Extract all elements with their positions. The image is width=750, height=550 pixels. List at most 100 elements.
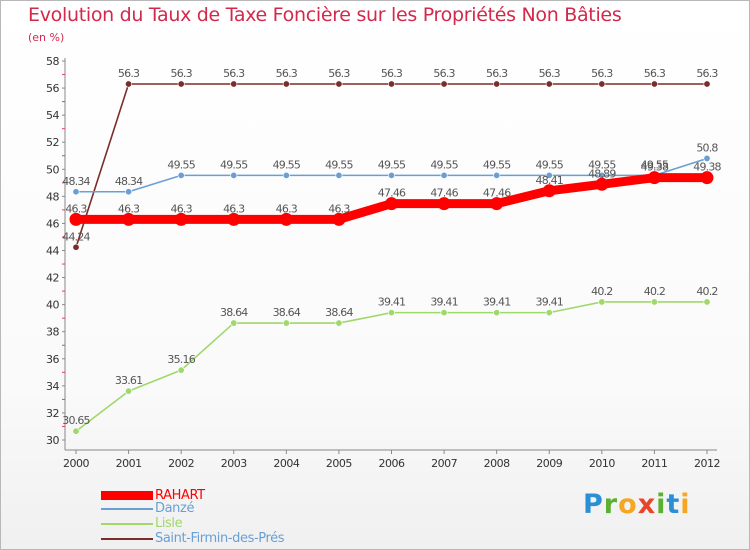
x-tick-label: 2000 (63, 457, 89, 470)
data-point-saint-firmin-des-pr-s (335, 80, 343, 88)
legend-swatch-rahart (101, 491, 153, 500)
data-label-danz-: 49.55 (536, 158, 564, 171)
data-point-saint-firmin-des-pr-s (230, 80, 238, 88)
x-tick-label: 2010 (589, 457, 615, 470)
y-tick-label: 40 (46, 299, 59, 312)
data-label-rahart: 49.38 (693, 161, 721, 174)
data-label-rahart: 46.3 (65, 202, 87, 215)
x-tick-label: 2006 (379, 457, 405, 470)
data-label-saint-firmin-des-pr-s: 56.3 (486, 67, 508, 80)
data-label-danz-: 50.8 (696, 141, 718, 154)
data-point-danz- (703, 154, 711, 162)
data-point-danz- (440, 171, 448, 179)
data-point-rahart (279, 212, 293, 226)
chart-subtitle: (en %) (28, 31, 65, 44)
data-point-saint-firmin-des-pr-s (282, 80, 290, 88)
logo-letter: o (618, 489, 638, 520)
data-label-saint-firmin-des-pr-s: 56.3 (433, 67, 455, 80)
data-point-lisle (72, 427, 80, 435)
x-tick-label: 2002 (168, 457, 194, 470)
legend-label-danze: Danzé (155, 501, 195, 516)
data-point-danz- (387, 171, 395, 179)
data-point-lisle (177, 366, 185, 374)
y-tick-label: 46 (46, 217, 59, 230)
data-point-rahart (595, 177, 609, 191)
x-tick-label: 2003 (221, 457, 247, 470)
data-label-rahart: 46.3 (118, 202, 140, 215)
data-label-lisle: 38.64 (220, 306, 248, 319)
data-point-lisle (650, 298, 658, 306)
data-label-rahart: 49.38 (641, 161, 669, 174)
data-label-saint-firmin-des-pr-s: 56.3 (381, 67, 403, 80)
data-label-lisle: 33.61 (115, 374, 143, 387)
series-lines (71, 83, 712, 433)
y-tick-label: 52 (46, 136, 59, 149)
data-labels: 46.3 46.3 46.3 46.3 46.3 46.3 47.46 47.46 47.46 4… (62, 67, 722, 427)
data-label-danz-: 48.34 (62, 175, 90, 188)
y-tick-label: 42 (46, 272, 59, 285)
y-tick-label: 30 (46, 434, 59, 447)
data-point-lisle (703, 298, 711, 306)
legend-item-rahart: RAHART (101, 488, 321, 504)
data-point-saint-firmin-des-pr-s (387, 80, 395, 88)
data-label-saint-firmin-des-pr-s: 56.3 (276, 67, 298, 80)
data-label-rahart: 46.3 (171, 202, 193, 215)
data-point-rahart (227, 212, 241, 226)
data-point-lisle (335, 319, 343, 327)
data-point-saint-firmin-des-pr-s (177, 80, 185, 88)
data-point-danz- (545, 171, 553, 179)
data-label-saint-firmin-des-pr-s: 56.3 (328, 67, 350, 80)
y-tick-label: 36 (46, 353, 59, 366)
data-point-saint-firmin-des-pr-s (545, 80, 553, 88)
data-label-lisle: 39.41 (378, 296, 406, 309)
legend-item-lisle: Lisle (101, 516, 321, 532)
legend-label-lisle: Lisle (155, 516, 183, 531)
data-label-rahart: 47.46 (483, 187, 511, 200)
data-label-rahart: 46.3 (223, 202, 245, 215)
data-label-lisle: 39.41 (430, 296, 458, 309)
data-label-danz-: 49.55 (641, 158, 669, 171)
data-point-saint-firmin-des-pr-s (440, 80, 448, 88)
x-tick-label: 2004 (273, 457, 299, 470)
axes: 30 32 34 36 38 40 42 44 46 48 50 52 54 56 58 2000 2001 20… (46, 55, 721, 470)
data-point-danz- (125, 188, 133, 196)
data-point-rahart (647, 171, 661, 185)
data-point-danz- (72, 188, 80, 196)
data-point-lisle (387, 309, 395, 317)
legend-swatch-lisle (101, 523, 153, 525)
series-points (69, 80, 714, 435)
data-point-lisle (125, 387, 133, 395)
x-tick-label: 2008 (484, 457, 510, 470)
data-label-saint-firmin-des-pr-s: 56.3 (696, 67, 718, 80)
x-tick-label: 2011 (641, 457, 667, 470)
data-label-lisle: 40.2 (591, 285, 612, 298)
data-label-danz-: 49.55 (378, 158, 406, 171)
data-label-saint-firmin-des-pr-s: 44.24 (62, 230, 90, 243)
data-label-saint-firmin-des-pr-s: 56.3 (171, 67, 193, 80)
legend-label-saint-firmin: Saint-Firmin-des-Prés (155, 531, 285, 546)
data-point-lisle (493, 309, 501, 317)
data-label-lisle: 40.2 (696, 285, 717, 298)
legend-item-saint-firmin: Saint-Firmin-des-Prés (101, 531, 321, 547)
data-label-rahart: 46.3 (276, 202, 298, 215)
chart-title: Evolution du Taux de Taxe Foncière sur l… (28, 4, 622, 26)
y-tick-label: 32 (46, 407, 59, 420)
logo-letter: x (637, 489, 657, 520)
logo-letter: i (656, 489, 667, 520)
data-label-lisle: 30.65 (62, 414, 90, 427)
data-label-saint-firmin-des-pr-s: 56.3 (591, 67, 613, 80)
data-point-saint-firmin-des-pr-s (72, 243, 80, 251)
data-label-danz-: 49.55 (273, 158, 301, 171)
data-point-rahart (332, 212, 346, 226)
data-label-saint-firmin-des-pr-s: 56.3 (644, 67, 666, 80)
data-label-rahart: 48.89 (588, 167, 616, 180)
data-point-saint-firmin-des-pr-s (598, 80, 606, 88)
data-label-saint-firmin-des-pr-s: 56.3 (223, 67, 245, 80)
data-point-danz- (230, 171, 238, 179)
logo-letter: i (680, 489, 691, 520)
proxiti-logo: Proxiti (583, 489, 691, 520)
series-line-lisle (75, 301, 708, 433)
y-tick-label: 58 (46, 55, 59, 68)
